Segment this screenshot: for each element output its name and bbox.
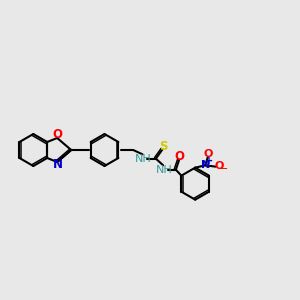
Text: O: O [175,150,185,163]
Text: N: N [201,160,210,170]
Text: N: N [52,158,62,172]
Text: O: O [214,161,224,171]
Text: O: O [52,128,62,142]
Text: NH: NH [156,165,172,175]
Text: O: O [203,149,213,159]
Text: +: + [206,156,214,166]
Text: S: S [159,140,167,152]
Text: −: − [218,164,228,174]
Text: NH: NH [135,154,152,164]
